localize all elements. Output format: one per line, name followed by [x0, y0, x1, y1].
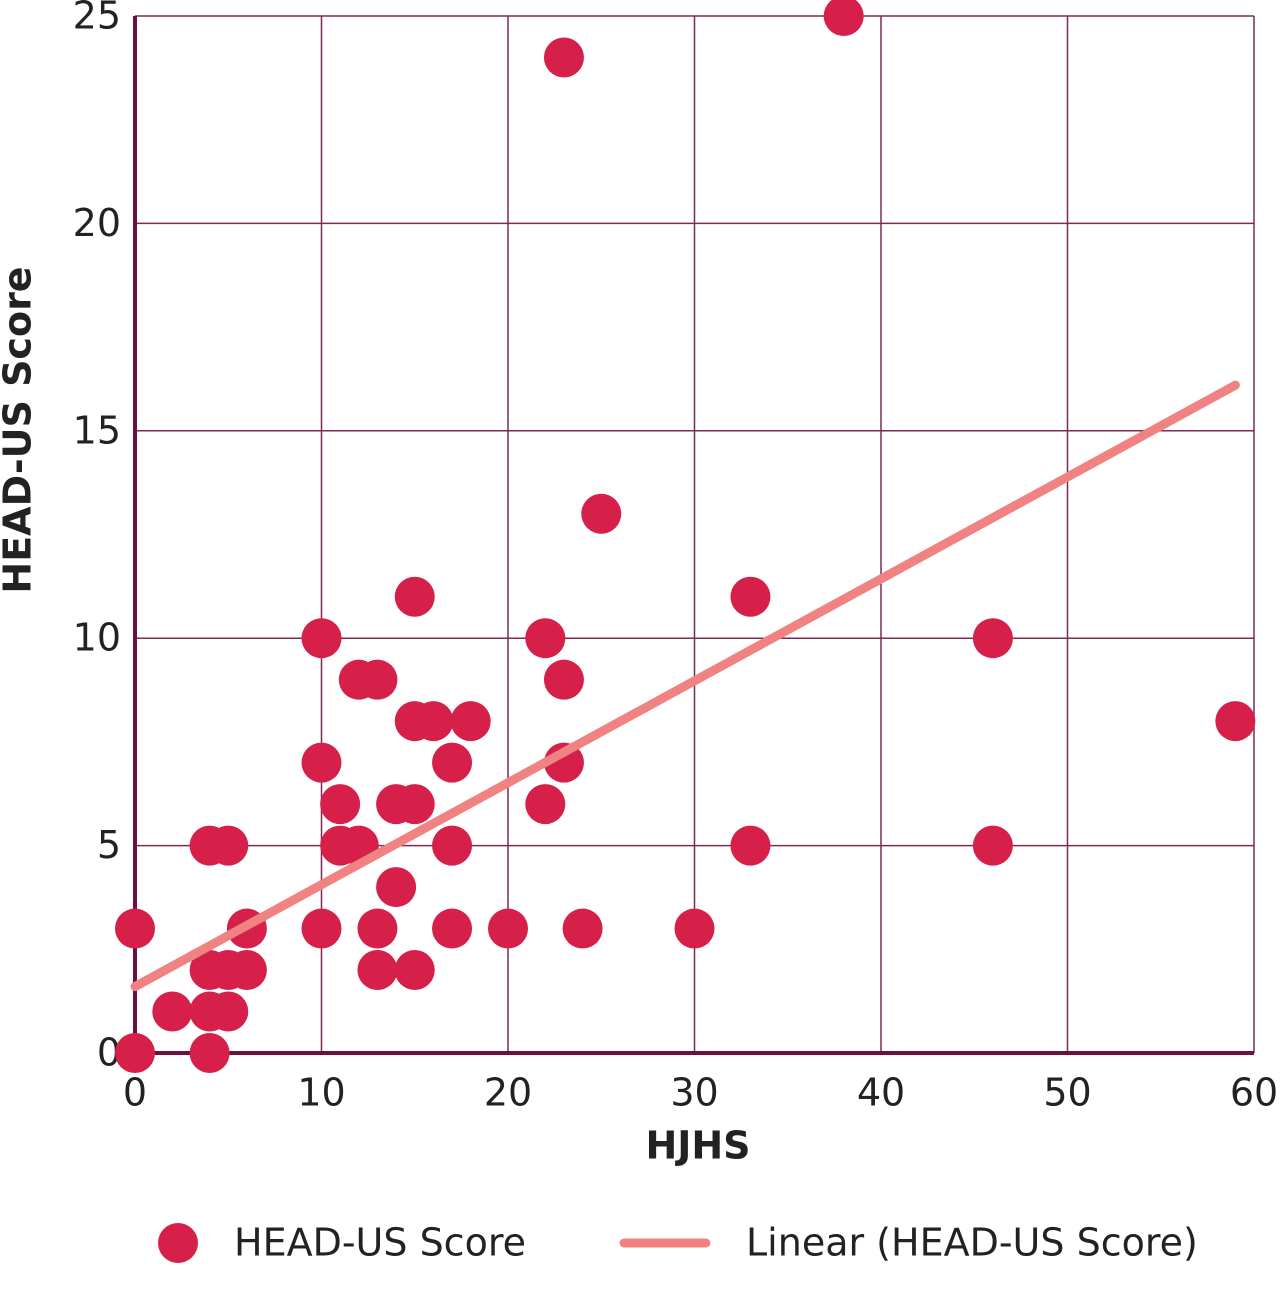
y-tick-label: 15 [73, 408, 121, 452]
x-tick-label: 20 [484, 1071, 532, 1115]
point [674, 908, 715, 949]
point [320, 784, 361, 825]
point [450, 701, 491, 742]
point [226, 950, 267, 991]
point [376, 867, 417, 908]
x-tick-label: 10 [297, 1071, 345, 1115]
point [525, 618, 566, 659]
point [115, 1033, 155, 1073]
point [208, 991, 249, 1032]
y-tick-label: 25 [73, 0, 121, 38]
point [189, 1033, 230, 1073]
point [357, 950, 398, 991]
x-tick-label: 40 [857, 1071, 905, 1115]
point [357, 908, 398, 949]
point [357, 659, 398, 700]
point [543, 37, 584, 78]
point [730, 576, 771, 617]
point [525, 784, 566, 825]
x-tick-label: 50 [1043, 1071, 1091, 1115]
point [1215, 701, 1256, 742]
point [432, 908, 473, 949]
legend-label: HEAD-US Score [234, 1221, 526, 1265]
point [394, 576, 435, 617]
point [730, 825, 771, 866]
point [972, 825, 1013, 866]
point [581, 493, 622, 534]
point [394, 784, 435, 825]
point [152, 991, 193, 1032]
x-tick-label: 60 [1230, 1071, 1278, 1115]
point [301, 908, 342, 949]
point [394, 950, 435, 991]
point [301, 742, 342, 783]
y-axis-title: HEAD-US Score [0, 266, 40, 593]
point [208, 825, 249, 866]
point [301, 618, 342, 659]
x-tick-label: 0 [123, 1071, 147, 1115]
point [488, 908, 528, 949]
point [432, 742, 473, 783]
trend-line [130, 380, 1240, 992]
point [543, 659, 584, 700]
y-tick-label: 5 [97, 823, 121, 867]
x-tick-label: 30 [670, 1071, 718, 1115]
point [115, 908, 155, 949]
point [413, 701, 454, 742]
point [823, 0, 864, 36]
y-tick-label: 10 [73, 616, 121, 660]
legend-marker [158, 1223, 198, 1263]
x-axis-title: HJHS [645, 1124, 750, 1168]
point [432, 825, 473, 866]
point [972, 618, 1013, 659]
y-tick-label: 20 [73, 201, 121, 245]
point [562, 908, 603, 949]
legend-label: Linear (HEAD-US Score) [746, 1221, 1198, 1265]
